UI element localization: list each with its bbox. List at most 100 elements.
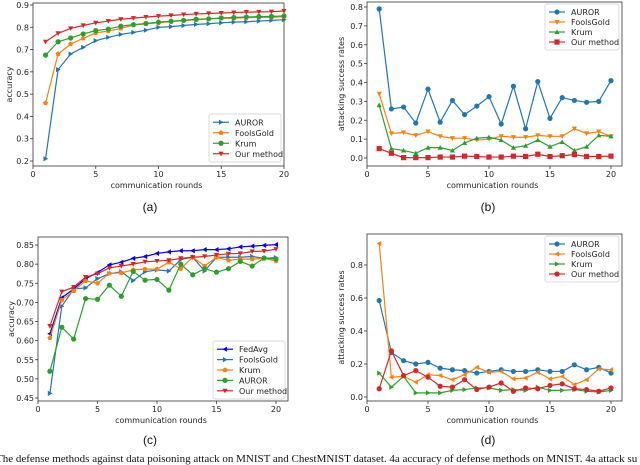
- legend-item: Krum: [213, 139, 257, 148]
- data-point: [68, 35, 74, 41]
- y-tick-label: 0.6: [350, 41, 363, 50]
- data-point: [571, 382, 577, 388]
- data-point: [206, 21, 212, 27]
- data-point: [559, 139, 565, 145]
- data-point: [535, 133, 541, 138]
- data-point: [571, 386, 578, 392]
- data-point: [462, 368, 468, 374]
- data-point: [376, 297, 382, 304]
- y-tick-label: 0.6: [16, 68, 29, 77]
- data-point: [425, 145, 431, 150]
- data-point: [261, 249, 267, 254]
- legend-item: Krum: [217, 366, 261, 375]
- legend-marker: [222, 346, 228, 352]
- data-point: [510, 135, 516, 140]
- data-point: [231, 10, 237, 16]
- data-point: [231, 19, 237, 25]
- data-point: [535, 369, 540, 375]
- data-point: [273, 242, 279, 248]
- data-point: [243, 14, 249, 20]
- data-point: [206, 11, 212, 17]
- data-point: [106, 34, 111, 40]
- y-tick-label: 0.50: [16, 375, 34, 384]
- data-point: [413, 120, 419, 126]
- data-point: [425, 359, 431, 365]
- axes-frame: [366, 233, 623, 402]
- data-point: [55, 31, 61, 36]
- data-point: [584, 153, 590, 160]
- data-point: [510, 368, 516, 375]
- series-fedavg: [47, 242, 279, 337]
- y-tick-label: 0.45: [16, 394, 34, 403]
- data-point: [225, 257, 231, 263]
- legend-label: Our method: [571, 270, 619, 279]
- data-point: [486, 94, 492, 100]
- data-point: [249, 243, 255, 249]
- legend-marker: [222, 357, 228, 363]
- data-point: [596, 153, 602, 160]
- data-point: [190, 248, 195, 254]
- data-point: [95, 276, 101, 282]
- data-point: [55, 51, 61, 57]
- data-point: [68, 26, 74, 31]
- legend-marker: [554, 271, 560, 277]
- legend-box: [208, 113, 282, 163]
- data-point: [388, 348, 394, 354]
- data-point: [401, 130, 407, 136]
- data-point: [225, 266, 231, 272]
- y-tick-label: 0.9: [16, 1, 29, 10]
- legend-item: Our method: [549, 270, 619, 279]
- data-point: [202, 266, 208, 272]
- data-point: [584, 377, 589, 383]
- series-line: [45, 10, 285, 43]
- data-point: [523, 153, 529, 160]
- data-point: [47, 324, 53, 329]
- x-tick-label: 20: [279, 170, 289, 179]
- data-point: [43, 100, 49, 106]
- y-tick-label: 0.0: [350, 154, 363, 163]
- legend-label: FoolsGold: [571, 18, 610, 27]
- data-point: [388, 374, 394, 380]
- data-point: [596, 132, 602, 138]
- data-point: [462, 140, 468, 145]
- y-tick-label: 0.2: [16, 157, 29, 166]
- series-line: [378, 104, 612, 154]
- data-point: [425, 155, 431, 161]
- data-point: [608, 153, 614, 159]
- data-point: [559, 381, 565, 387]
- data-point: [547, 153, 553, 160]
- x-tick-label: 20: [271, 405, 281, 414]
- data-point: [499, 387, 504, 393]
- y-tick-label: 0.1: [350, 135, 363, 144]
- data-point: [131, 277, 136, 284]
- x-tick-label: 0: [364, 170, 369, 179]
- data-point: [59, 297, 65, 303]
- data-point: [510, 83, 516, 89]
- data-point: [486, 154, 492, 160]
- data-point: [535, 386, 541, 392]
- data-point: [130, 255, 136, 261]
- data-point: [571, 147, 577, 153]
- data-point: [401, 147, 407, 153]
- data-point: [118, 31, 124, 38]
- data-point: [474, 364, 479, 370]
- data-point: [94, 296, 101, 302]
- data-point: [608, 367, 614, 373]
- data-point: [118, 259, 124, 265]
- series-foolsgold: [43, 14, 287, 106]
- y-tick-label: 0.8: [350, 3, 363, 12]
- data-point: [376, 145, 382, 152]
- data-point: [130, 22, 136, 28]
- data-point: [80, 31, 86, 37]
- sublabel-b: (b): [481, 200, 496, 214]
- data-point: [596, 388, 602, 394]
- legend-label: Krum: [571, 28, 593, 37]
- data-point: [83, 285, 89, 291]
- data-point: [243, 10, 249, 15]
- legend-marker: [554, 29, 560, 35]
- data-point: [168, 24, 174, 30]
- data-point: [437, 145, 443, 150]
- data-point: [118, 270, 124, 276]
- legend-marker: [218, 151, 224, 157]
- y-tick-label: 0.3: [16, 135, 29, 144]
